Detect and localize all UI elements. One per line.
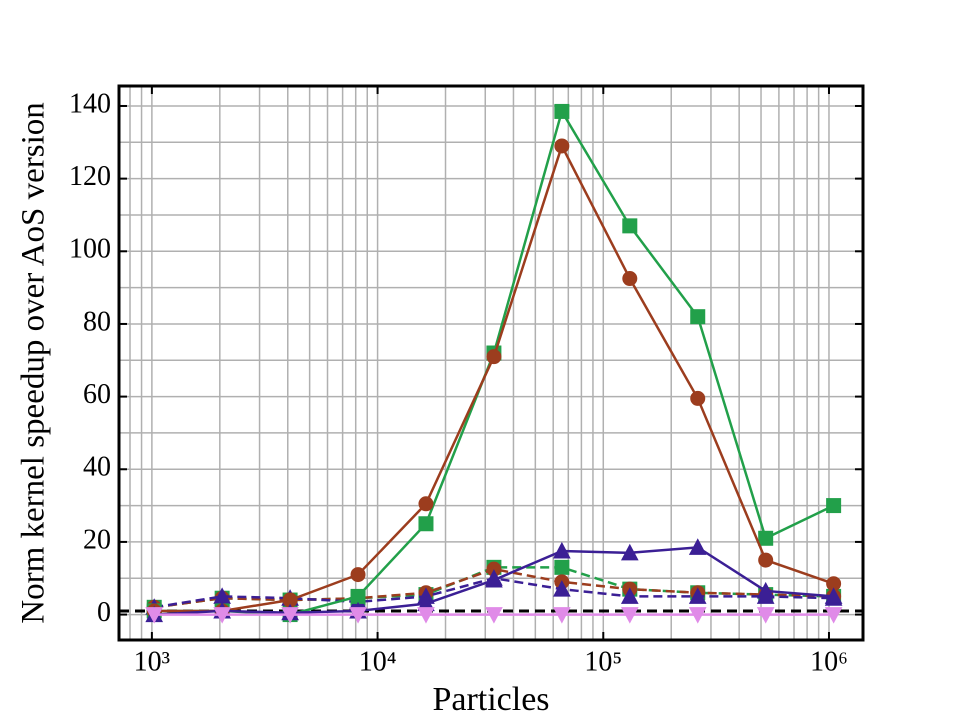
- y-tick-label: 60: [83, 379, 111, 410]
- marker: [418, 516, 434, 532]
- marker: [688, 587, 707, 604]
- plot-frame: [117, 84, 865, 642]
- y-tick-label: 40: [83, 452, 111, 483]
- marker: [350, 588, 366, 604]
- marker: [688, 607, 707, 624]
- marker: [620, 607, 639, 624]
- marker: [485, 607, 503, 624]
- marker: [690, 309, 706, 325]
- marker: [486, 349, 502, 365]
- marker: [554, 138, 570, 154]
- marker: [620, 543, 639, 561]
- marker: [758, 552, 774, 568]
- marker: [554, 559, 570, 575]
- marker: [620, 587, 639, 604]
- marker: [622, 218, 638, 234]
- y-tick-label: 80: [83, 306, 111, 337]
- y-tick-label: 120: [69, 161, 111, 192]
- x-tick-label: 10³: [134, 646, 170, 677]
- marker: [418, 496, 434, 512]
- x-tick-label: 10⁶: [810, 646, 848, 677]
- marker: [485, 570, 503, 588]
- marker: [756, 607, 775, 624]
- marker: [554, 103, 570, 119]
- marker: [213, 607, 231, 624]
- marker: [824, 607, 843, 624]
- y-tick-label: 0: [97, 597, 111, 628]
- marker: [826, 498, 842, 514]
- x-axis-label: Particles: [432, 681, 549, 718]
- y-tick-label: 140: [69, 88, 111, 119]
- y-axis-label: Norm kernel speedup over AoS version: [16, 102, 52, 623]
- marker: [553, 607, 571, 624]
- marker: [690, 390, 706, 406]
- marker: [622, 271, 638, 287]
- y-tick-label: 20: [83, 524, 111, 555]
- marker: [350, 567, 366, 583]
- marker: [688, 538, 707, 555]
- marker: [281, 607, 299, 624]
- marker: [553, 541, 571, 559]
- marker: [758, 530, 774, 546]
- y-tick-label: 100: [69, 234, 111, 265]
- x-tick-label: 10⁵: [584, 646, 622, 677]
- marker: [349, 607, 367, 624]
- x-tick-label: 10⁴: [359, 646, 397, 677]
- marker: [756, 581, 775, 599]
- marker: [824, 587, 843, 604]
- marker: [417, 607, 435, 624]
- marker: [553, 580, 571, 597]
- marker: [145, 607, 164, 624]
